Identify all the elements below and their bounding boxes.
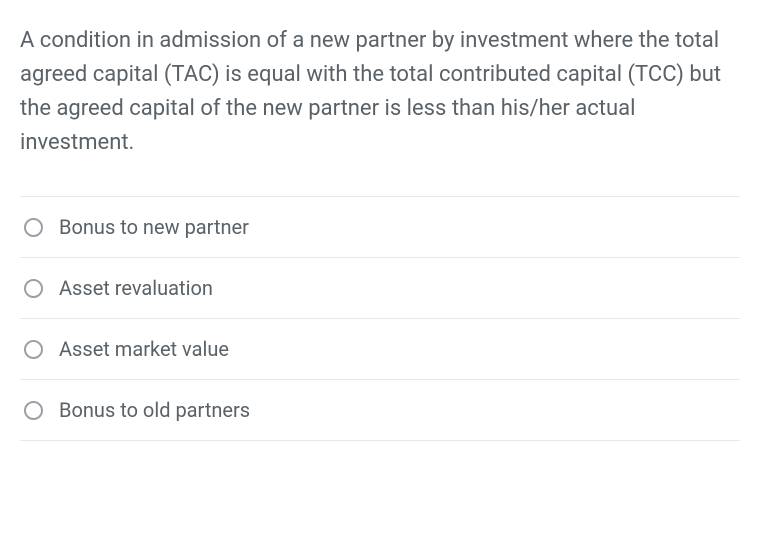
option-item-1[interactable]: Asset revaluation: [20, 258, 740, 319]
option-item-2[interactable]: Asset market value: [20, 319, 740, 380]
question-text: A condition in admission of a new partne…: [20, 24, 740, 160]
radio-icon: [24, 279, 43, 298]
option-label: Asset market value: [59, 337, 229, 361]
radio-icon: [24, 340, 43, 359]
option-label: Bonus to old partners: [59, 398, 250, 422]
option-label: Asset revaluation: [59, 276, 213, 300]
options-list: Bonus to new partner Asset revaluation A…: [20, 196, 740, 441]
option-label: Bonus to new partner: [59, 215, 249, 239]
radio-icon: [24, 218, 43, 237]
option-item-3[interactable]: Bonus to old partners: [20, 380, 740, 441]
radio-icon: [24, 401, 43, 420]
option-item-0[interactable]: Bonus to new partner: [20, 197, 740, 258]
